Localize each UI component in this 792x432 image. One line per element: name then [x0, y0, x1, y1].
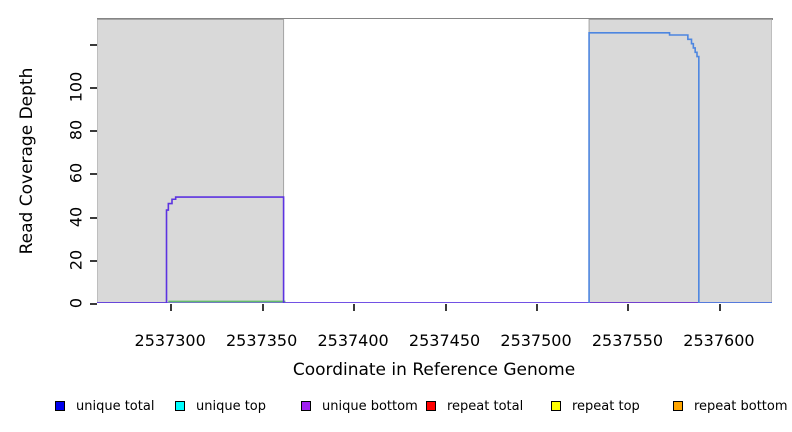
- legend-label: repeat total: [447, 398, 524, 414]
- y-axis-tick-label: 60: [66, 163, 86, 184]
- legend-label: repeat top: [572, 398, 640, 414]
- x-axis-tick-label: 2537450: [408, 331, 481, 350]
- legend-swatch-icon: [673, 401, 683, 411]
- legend-swatch-icon: [426, 401, 436, 411]
- x-axis-title: Coordinate in Reference Genome: [292, 360, 576, 380]
- x-axis-tick-label: 2537350: [225, 331, 298, 350]
- legend: unique total unique top unique bottom repea…: [0, 398, 792, 420]
- x-axis-tick: [261, 304, 264, 311]
- x-axis-tick-label: 2537300: [134, 331, 206, 350]
- unique-bottom-curve: [97, 196, 772, 303]
- y-axis-tick-label: 80: [66, 119, 86, 141]
- legend-swatch-icon: [55, 401, 65, 411]
- x-axis-tick-label: 2537550: [591, 331, 664, 350]
- legend-item-unique-bottom: unique bottom: [301, 398, 418, 414]
- shaded-region-left: [97, 19, 285, 303]
- plot-canvas: [97, 19, 772, 303]
- legend-label: unique total: [76, 398, 155, 414]
- legend-item-repeat-total: repeat total: [426, 398, 523, 414]
- x-axis-tick: [444, 304, 447, 311]
- x-axis-tick: [718, 304, 721, 311]
- x-axis-tick-label: 2537600: [683, 331, 755, 350]
- legend-swatch-icon: [301, 401, 311, 411]
- y-axis-tick: [90, 130, 97, 133]
- y-axis-tick: [90, 216, 97, 219]
- x-axis-tick: [170, 304, 173, 311]
- legend-item-unique-top: unique top: [175, 398, 266, 414]
- y-axis-tick: [90, 43, 97, 46]
- x-axis-tick-label: 2537400: [317, 331, 389, 350]
- legend-item-repeat-bottom: repeat bottom: [673, 398, 788, 414]
- plot-area: [97, 19, 772, 303]
- y-axis-tick: [90, 86, 97, 89]
- legend-swatch-icon: [175, 401, 185, 411]
- y-axis-title: Read Coverage Depth: [17, 67, 37, 255]
- x-axis-tick: [536, 304, 539, 311]
- shaded-region-right: [588, 19, 772, 303]
- x-axis-tick-label: 2537500: [500, 331, 572, 350]
- legend-label: unique bottom: [322, 398, 418, 414]
- y-axis-tick: [90, 259, 97, 262]
- legend-label: repeat bottom: [694, 398, 788, 414]
- y-axis-tick-label: 100: [66, 71, 86, 103]
- y-axis-tick-label: 40: [66, 206, 86, 227]
- legend-label: unique top: [196, 398, 267, 414]
- x-axis-tick: [627, 304, 630, 311]
- y-axis-tick: [90, 173, 97, 176]
- y-axis-tick-label: 0: [66, 297, 86, 309]
- legend-item-repeat-top: repeat top: [551, 398, 640, 414]
- x-axis-tick: [353, 304, 356, 311]
- unique-total-curve: [588, 32, 772, 303]
- legend-item-unique-total: unique total: [55, 398, 154, 414]
- y-axis-tick-label: 20: [66, 249, 86, 270]
- y-axis-tick: [90, 303, 97, 305]
- legend-swatch-icon: [551, 401, 561, 411]
